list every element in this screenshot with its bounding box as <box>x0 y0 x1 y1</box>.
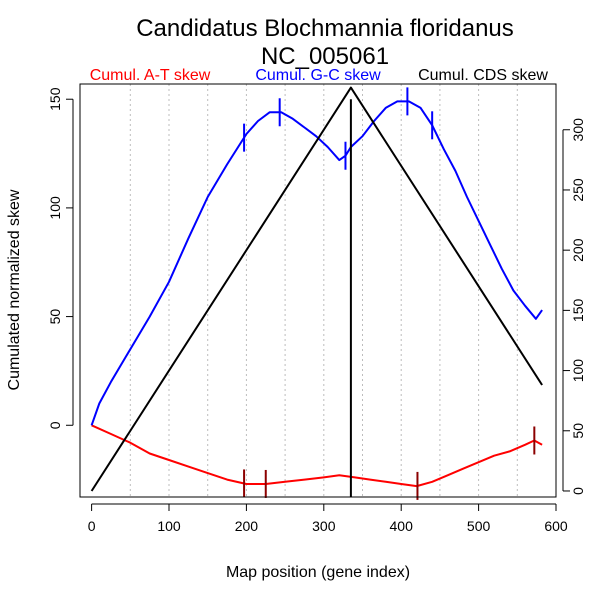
x-tick-label: 0 <box>88 518 96 534</box>
legend-gc-skew: Cumul. G-C skew <box>255 67 381 84</box>
plot-frame <box>79 83 557 498</box>
legend-cds-skew: Cumul. CDS skew <box>418 67 548 84</box>
y-tick-label: 100 <box>47 196 63 220</box>
x-axis-label: Map position (gene index) <box>226 564 410 581</box>
x-tick-label: 300 <box>312 518 336 534</box>
chart-title: Candidatus Blochmannia floridanus <box>136 15 514 42</box>
y2-tick-label: 200 <box>570 238 586 262</box>
y2-tick-label: 50 <box>570 423 586 439</box>
y2-tick-label: 100 <box>570 359 586 383</box>
chart-subtitle: NC_005061 <box>261 43 389 70</box>
y-tick-label: 0 <box>47 421 63 429</box>
x-tick-label: 400 <box>390 518 414 534</box>
y-tick-label: 150 <box>47 87 63 111</box>
y-axis-right: 0 50 100 150 200 250 300 <box>562 118 586 495</box>
y2-tick-label: 250 <box>570 178 586 202</box>
series-lines <box>90 86 543 492</box>
x-tick-label: 600 <box>544 518 568 534</box>
legend: Cumul. A-T skew Cumul. G-C skew Cumul. C… <box>90 67 549 84</box>
y2-tick-label: 300 <box>570 118 586 142</box>
x-tick-label: 100 <box>157 518 181 534</box>
y-tick-label: 50 <box>47 309 63 325</box>
series-markers <box>243 87 536 500</box>
at-skew-line <box>91 424 543 488</box>
legend-at-skew: Cumul. A-T skew <box>90 67 211 84</box>
y-axis-left: 0 50 100 150 <box>47 87 74 429</box>
gc-skew-line <box>90 100 543 426</box>
y2-tick-label: 150 <box>570 299 586 323</box>
gridlines <box>129 84 518 497</box>
x-tick-label: 200 <box>235 518 259 534</box>
x-tick-label: 500 <box>467 518 491 534</box>
cds-skew-line <box>90 86 543 492</box>
y2-tick-label: 0 <box>570 487 586 495</box>
y-axis-label: Cumulated normalized skew <box>6 189 23 390</box>
x-axis: 0 100 200 300 400 500 600 <box>88 503 568 534</box>
